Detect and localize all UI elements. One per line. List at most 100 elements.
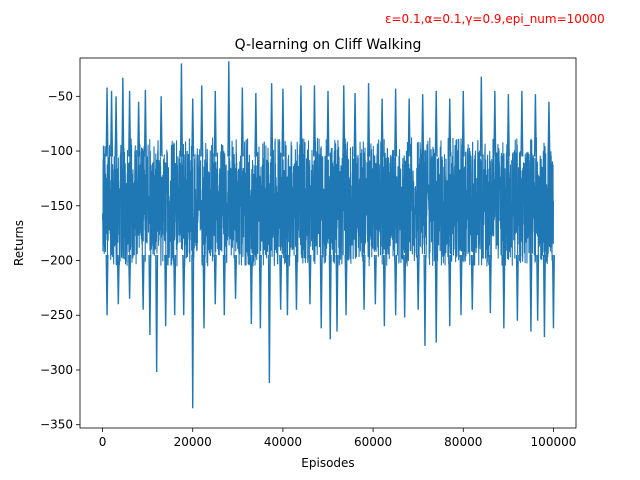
series-trough	[308, 255, 312, 305]
series-peak	[143, 89, 147, 157]
series-trough	[222, 255, 226, 316]
x-tick-label: 80000	[444, 435, 482, 449]
series-trough	[373, 255, 377, 305]
series-line	[102, 137, 554, 267]
series-trough	[416, 255, 420, 310]
series-peak	[326, 90, 330, 157]
series-peak	[128, 90, 132, 157]
series-peak	[533, 94, 537, 157]
series-peak	[200, 85, 204, 157]
series-peak	[342, 85, 346, 157]
series-peak	[479, 76, 483, 157]
series-trough	[542, 255, 546, 338]
y-tick-label: −300	[40, 363, 73, 377]
series-trough	[116, 255, 120, 305]
series-trough	[294, 255, 298, 310]
series-peak	[353, 93, 357, 157]
series-trough	[285, 255, 289, 316]
series-trough	[502, 255, 506, 329]
series-peak	[299, 85, 303, 157]
series-trough	[423, 255, 427, 346]
series-trough	[202, 255, 206, 329]
series-peak	[240, 87, 244, 157]
y-tick-label: −200	[40, 254, 73, 268]
series-trough	[362, 255, 366, 310]
series-peak	[520, 90, 524, 157]
series-trough	[191, 255, 195, 409]
series-peak	[547, 101, 551, 157]
series-trough	[470, 255, 474, 310]
series-trough	[249, 255, 253, 325]
series-trough	[105, 255, 109, 316]
series-trough	[551, 255, 555, 329]
series-peak	[191, 98, 195, 157]
series-peak	[461, 90, 465, 157]
x-axis-label: Episodes	[301, 456, 354, 470]
series-trough	[515, 255, 519, 321]
series-peak	[137, 101, 141, 157]
series-trough	[488, 255, 492, 314]
series-trough	[344, 255, 348, 316]
series-peak	[421, 94, 425, 157]
series-trough	[434, 255, 438, 343]
series-peak	[448, 98, 452, 157]
series-trough	[267, 255, 271, 384]
y-axis: −350 −300 −250 −200 −150 −100 −50	[40, 89, 80, 432]
plot-frame	[79, 57, 577, 429]
series-peak	[270, 83, 274, 157]
series-trough	[448, 255, 452, 327]
x-tick-label: 40000	[264, 435, 302, 449]
series-returns	[102, 61, 555, 409]
series-peak	[159, 96, 163, 157]
series-peak	[367, 83, 371, 157]
series-peak	[434, 90, 438, 157]
series-trough	[382, 255, 386, 327]
series-peak	[114, 96, 118, 157]
series-peak	[227, 61, 231, 157]
y-tick-label: −50	[48, 89, 73, 103]
chart-annotation: ε=0.1,α=0.1,γ=0.9,epi_num=10000	[385, 12, 605, 26]
series-peak	[506, 94, 510, 157]
series-trough	[319, 255, 323, 329]
series-peak	[394, 88, 398, 157]
chart-title: Q-learning on Cliff Walking	[235, 37, 422, 53]
series-trough	[279, 255, 283, 310]
series-trough	[529, 255, 533, 332]
x-axis: 0 20000 40000 60000 80000 100000	[99, 428, 577, 449]
series-trough	[141, 255, 145, 310]
x-tick-label: 20000	[174, 435, 212, 449]
y-tick-label: −350	[40, 418, 73, 432]
series-trough	[459, 255, 463, 316]
y-tick-label: −250	[40, 308, 73, 322]
series-peak	[105, 87, 109, 157]
y-tick-label: −100	[40, 144, 73, 158]
series-peak	[254, 93, 258, 157]
series-trough	[128, 255, 132, 299]
series-trough	[155, 255, 159, 373]
series-trough	[335, 255, 339, 332]
series-trough	[173, 255, 177, 316]
series-trough	[234, 255, 238, 299]
series-trough	[328, 255, 332, 340]
series-trough	[164, 255, 168, 327]
series-peak	[380, 98, 384, 157]
x-tick-label: 60000	[354, 435, 392, 449]
x-tick-label: 100000	[531, 435, 577, 449]
series-trough	[148, 255, 152, 335]
series-peak	[407, 98, 411, 157]
series-peak	[110, 90, 114, 157]
series-trough	[536, 255, 540, 321]
series-peak	[213, 90, 217, 157]
series-peak	[281, 88, 285, 157]
series-peak	[312, 85, 316, 157]
series-peak	[179, 63, 183, 157]
y-tick-label: −150	[40, 199, 73, 213]
series-trough	[213, 255, 217, 305]
series-trough	[258, 255, 262, 329]
x-tick-label: 0	[99, 435, 107, 449]
series-trough	[403, 255, 407, 318]
series-trough	[394, 255, 398, 316]
series-peak	[493, 90, 497, 157]
y-axis-label: Returns	[12, 220, 26, 266]
